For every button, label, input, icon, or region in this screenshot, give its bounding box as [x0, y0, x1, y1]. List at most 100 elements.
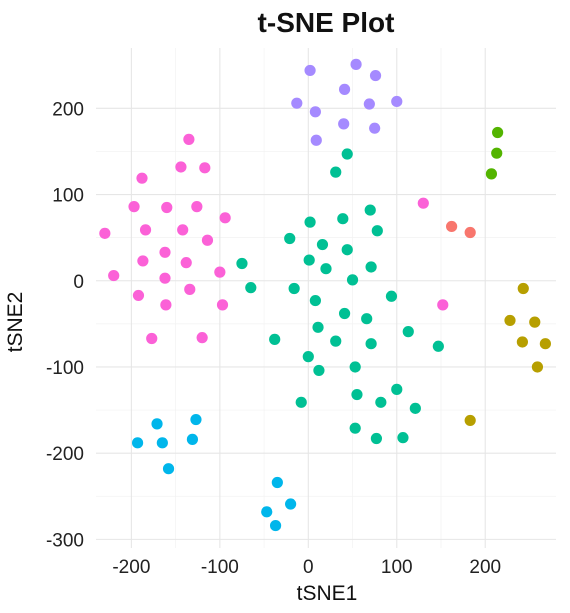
data-point: [338, 307, 351, 320]
data-point: [349, 361, 361, 373]
data-point: [303, 254, 315, 266]
data-point: [338, 118, 350, 130]
data-point: [446, 220, 458, 233]
data-point: [304, 216, 316, 228]
data-point: [269, 519, 282, 532]
x-tick-label: 100: [381, 557, 413, 578]
data-point: [271, 476, 283, 489]
data-point: [437, 299, 449, 311]
data-point: [201, 234, 214, 246]
data-point: [320, 263, 332, 275]
data-point: [190, 413, 202, 426]
y-axis-title: tSNE2: [4, 292, 27, 353]
data-point: [432, 340, 444, 352]
data-point: [291, 97, 303, 109]
y-tick-label: -100: [46, 358, 84, 379]
data-point: [108, 269, 120, 282]
x-tick-label: -100: [201, 557, 239, 578]
data-point: [365, 261, 377, 273]
data-point: [302, 351, 314, 363]
data-point: [196, 332, 208, 344]
data-point: [191, 201, 203, 213]
minor-gridlines: [96, 48, 556, 548]
data-point: [365, 338, 377, 350]
data-point: [391, 95, 403, 108]
data-point: [151, 418, 163, 430]
data-point: [370, 432, 383, 445]
data-point: [330, 335, 342, 347]
data-point: [402, 326, 414, 338]
data-point: [492, 126, 504, 139]
data-point: [391, 383, 403, 395]
y-tick-label: -200: [46, 444, 84, 465]
y-tick-label: 0: [73, 272, 84, 293]
data-point: [284, 232, 296, 245]
data-point: [371, 225, 383, 237]
data-point: [351, 388, 363, 401]
data-point: [313, 364, 325, 377]
data-point: [375, 396, 387, 408]
data-point: [288, 282, 300, 295]
data-point: [177, 224, 189, 236]
data-point: [216, 299, 229, 311]
data-point: [159, 246, 171, 258]
data-point: [175, 161, 187, 173]
data-point: [261, 506, 273, 518]
data-point: [464, 414, 476, 427]
data-point: [137, 255, 149, 267]
data-point: [349, 422, 361, 434]
data-point: [156, 437, 168, 449]
data-point: [531, 361, 544, 373]
data-points: [99, 58, 551, 532]
data-point: [517, 282, 529, 295]
data-point: [131, 437, 144, 449]
x-tick-label: 0: [303, 557, 314, 578]
data-point: [309, 106, 321, 118]
data-point: [491, 147, 503, 159]
data-point: [99, 227, 111, 239]
data-point: [341, 244, 353, 256]
y-axis-tick-labels: -300 -200 -100 0 100 200: [46, 99, 84, 551]
data-point: [341, 148, 353, 160]
chart-title: t-SNE Plot: [258, 7, 395, 38]
data-point: [385, 290, 398, 302]
data-point: [160, 299, 172, 311]
y-tick-label: -300: [46, 530, 84, 551]
data-point: [337, 213, 349, 225]
data-point: [369, 122, 381, 134]
data-point: [180, 257, 192, 269]
data-point: [245, 282, 257, 294]
data-point: [369, 69, 382, 82]
data-point: [397, 432, 409, 444]
x-tick-label: 200: [469, 557, 501, 578]
data-point: [132, 289, 145, 302]
data-point: [539, 338, 551, 350]
data-point: [485, 168, 498, 180]
data-point: [219, 212, 231, 224]
data-point: [346, 274, 359, 286]
x-axis-title: tSNE1: [297, 582, 358, 605]
data-point: [417, 197, 429, 209]
data-point: [184, 283, 196, 295]
data-point: [285, 498, 297, 510]
data-point: [338, 83, 351, 95]
data-point: [309, 294, 321, 307]
data-point: [214, 266, 226, 278]
data-point: [363, 98, 375, 110]
data-point: [310, 134, 322, 146]
y-tick-label: 100: [52, 186, 84, 207]
data-point: [361, 313, 373, 325]
data-point: [516, 336, 528, 348]
data-point: [159, 272, 171, 284]
data-point: [312, 321, 324, 333]
data-point: [529, 316, 541, 328]
data-point: [161, 201, 173, 214]
data-point: [128, 201, 140, 213]
x-tick-label: -200: [112, 557, 150, 578]
data-point: [236, 257, 248, 270]
y-tick-label: 200: [52, 99, 84, 120]
data-point: [464, 226, 476, 239]
data-point: [269, 333, 281, 345]
data-point: [330, 166, 342, 178]
